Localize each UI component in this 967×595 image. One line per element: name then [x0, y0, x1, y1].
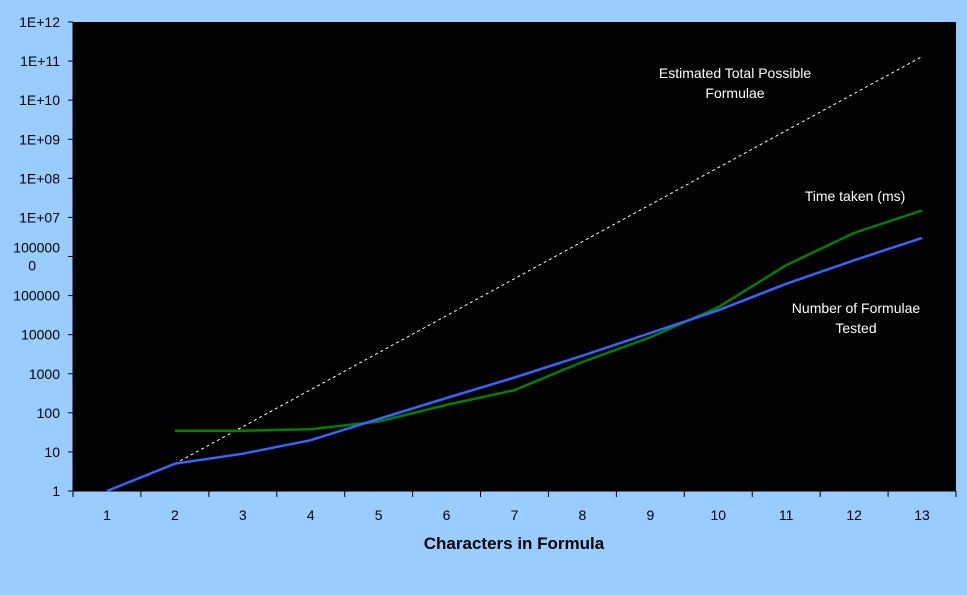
series-line-2 [174, 209, 923, 432]
y-tick-label: 1E+10 [19, 92, 60, 108]
annotations: Estimated Total Possible Formulae Time tak… [659, 65, 921, 336]
x-tick-label: 3 [239, 507, 247, 523]
x-tick-label: 1 [103, 507, 111, 523]
x-axis-title: Characters in Formula [424, 534, 605, 553]
series-line-1 [174, 56, 923, 465]
y-axis: 1 10 100 1000 10000 100000 100000 0 1E+07 1E+08 1E… [13, 14, 74, 499]
series-annotation: Formulae [705, 85, 764, 101]
series-annotation: Number of Formulae [792, 300, 921, 316]
x-tick-label: 6 [443, 507, 451, 523]
series-layer [106, 56, 923, 493]
x-tick-label: 4 [307, 507, 315, 523]
x-tick-label: 9 [646, 507, 654, 523]
y-tick-label: 1 [52, 483, 60, 499]
x-tick-label: 5 [375, 507, 383, 523]
series-annotation: Time taken (ms) [805, 188, 906, 204]
y-tick-label: 1000 [29, 366, 60, 382]
x-tick-label: 11 [779, 507, 794, 523]
y-tick-label: 1E+09 [19, 131, 60, 147]
plot-area [73, 22, 956, 491]
x-tick-label: 2 [171, 507, 179, 523]
x-tick-label: 13 [914, 507, 930, 523]
x-axis: 1 2 3 4 5 6 7 8 9 10 11 12 13 [72, 490, 957, 523]
y-tick-label: 1E+12 [19, 14, 60, 30]
y-tick-label: 1E+11 [20, 53, 60, 69]
series-line-3 [106, 236, 923, 493]
y-tick-label: 100 [37, 405, 61, 421]
x-tick-label: 10 [710, 507, 726, 523]
y-tick-label: 10000 [21, 327, 60, 343]
y-tick-label: 100000 0 [13, 240, 60, 274]
y-tick-label: 1E+07 [19, 209, 60, 225]
series-annotation: Estimated Total Possible [659, 65, 811, 81]
x-tick-label: 7 [511, 507, 519, 523]
x-tick-label: 12 [846, 507, 862, 523]
y-tick-label: 10 [44, 444, 60, 460]
y-tick-label: 1E+08 [19, 170, 60, 186]
y-tick-label: 100000 [13, 288, 60, 304]
x-tick-label: 8 [579, 507, 587, 523]
series-annotation: Tested [835, 320, 876, 336]
